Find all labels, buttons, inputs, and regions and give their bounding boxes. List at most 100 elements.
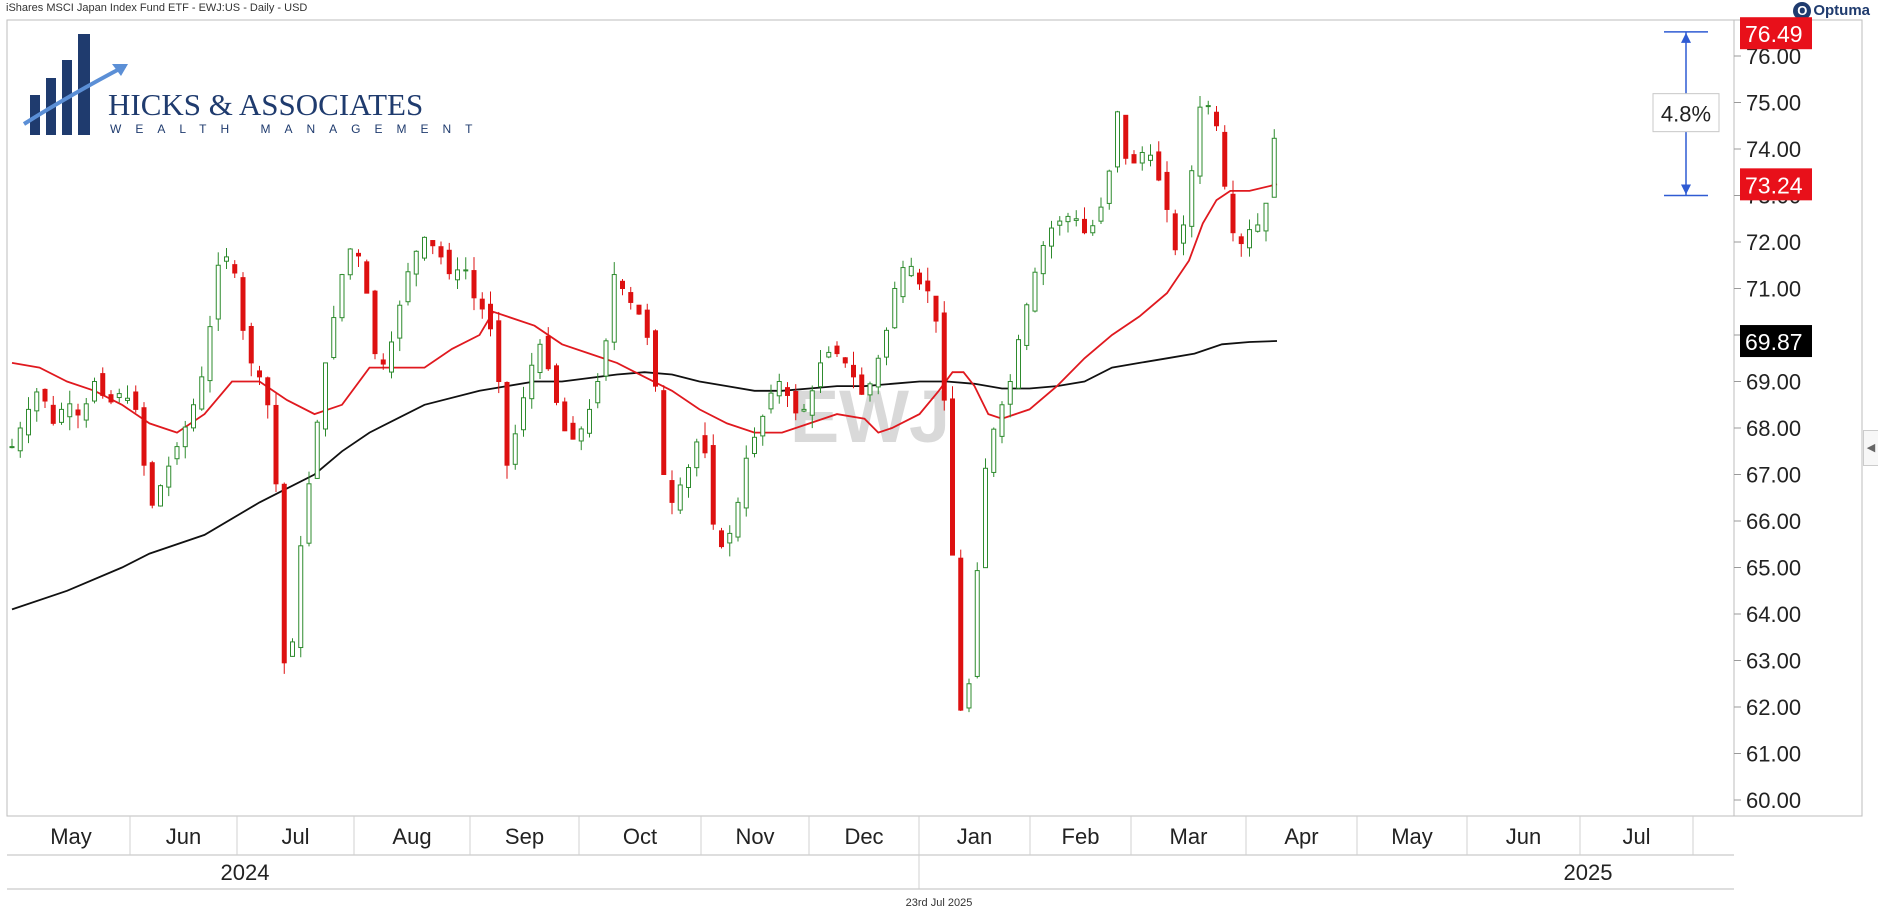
candle <box>257 365 262 386</box>
candle <box>149 460 155 509</box>
candle <box>966 678 972 713</box>
hicks-associates-logo: HICKS & ASSOCIATES WEALTH MANAGEMENT <box>22 34 486 136</box>
candle <box>248 322 254 377</box>
logo-tagline: WEALTH MANAGEMENT <box>110 122 486 136</box>
candle <box>430 240 436 255</box>
candle <box>108 390 114 405</box>
candle <box>496 311 502 394</box>
candle <box>818 350 823 393</box>
candle <box>455 257 460 290</box>
y-tick-label: 66.00 <box>1746 509 1801 534</box>
y-tick-label: 75.00 <box>1746 91 1801 116</box>
y-tick-label: 69.00 <box>1746 370 1801 395</box>
candle <box>446 242 452 280</box>
candle <box>422 236 427 261</box>
candle <box>545 327 551 371</box>
candle <box>1098 197 1104 224</box>
candle <box>166 456 172 497</box>
candle <box>100 367 106 399</box>
measure-label-box <box>1652 93 1720 133</box>
candle <box>595 373 601 409</box>
candle <box>900 260 906 304</box>
month-label: Sep <box>505 824 544 849</box>
month-label: Jul <box>1622 824 1650 849</box>
candle <box>1222 125 1228 190</box>
price-axis-frame <box>1733 19 1863 817</box>
month-label: Jun <box>166 824 201 849</box>
ma-short-line <box>11 183 1278 434</box>
footer-date: 23rd Jul 2025 <box>905 897 973 909</box>
candle <box>1189 165 1195 238</box>
candle <box>26 397 31 444</box>
candle <box>991 427 997 477</box>
candle <box>710 434 716 530</box>
candle <box>950 386 955 556</box>
chart-title: iShares MSCI Japan Index Fund ETF - EWJ:… <box>6 2 308 14</box>
candle <box>479 292 485 319</box>
candle <box>719 527 724 549</box>
month-label: Mar <box>1170 824 1208 849</box>
candle <box>768 384 774 414</box>
candle <box>603 338 609 381</box>
candle <box>1131 150 1137 164</box>
candle <box>933 295 939 333</box>
candle <box>925 267 931 304</box>
candle <box>1156 141 1162 182</box>
candle <box>884 327 889 366</box>
y-tick-label: 60.00 <box>1746 788 1801 813</box>
candle <box>661 385 667 475</box>
candle <box>1082 207 1087 235</box>
candle <box>694 438 700 477</box>
candle <box>281 482 287 674</box>
y-tick-label: 68.00 <box>1746 416 1801 441</box>
candle <box>191 398 196 432</box>
candle <box>158 484 163 507</box>
candle <box>1032 267 1038 313</box>
candle <box>702 422 708 459</box>
price-label-box <box>1740 17 1812 50</box>
candle <box>1230 180 1236 242</box>
logo-swoosh-icon <box>22 64 126 126</box>
candle <box>677 477 683 514</box>
candle <box>339 273 345 322</box>
y-tick-label: 61.00 <box>1746 742 1801 767</box>
candle <box>1148 144 1153 167</box>
logo-arrow-icon <box>112 64 128 76</box>
candle <box>356 249 361 267</box>
candle <box>1271 129 1277 198</box>
candle <box>182 420 188 459</box>
candle <box>1073 210 1079 227</box>
candle <box>9 438 15 449</box>
month-label: Feb <box>1062 824 1100 849</box>
candle <box>554 363 559 406</box>
candle <box>743 445 749 517</box>
candle <box>636 304 642 315</box>
candle <box>1181 215 1186 256</box>
candle <box>1007 374 1013 418</box>
candle <box>331 305 337 360</box>
candle <box>587 399 592 438</box>
year-label: 2024 <box>221 860 270 885</box>
candle <box>67 390 73 431</box>
candle <box>521 386 526 437</box>
candle <box>644 303 650 346</box>
optuma-brand: Optuma <box>1813 2 1870 19</box>
candle <box>17 421 23 458</box>
candle <box>974 562 980 679</box>
collapse-panel-chevron-icon[interactable]: ◀ <box>1863 430 1878 466</box>
candle <box>273 393 279 492</box>
moving-averages <box>11 183 1278 611</box>
candle <box>488 291 493 337</box>
candle <box>851 351 856 389</box>
candle <box>438 241 444 265</box>
y-tick-label: 63.00 <box>1746 649 1801 674</box>
price-label: 69.87 <box>1745 329 1803 355</box>
measurement-tool[interactable]: 4.8% <box>1652 31 1720 197</box>
candle <box>1139 146 1145 171</box>
candle <box>1247 219 1252 257</box>
logo-name: HICKS & ASSOCIATES <box>108 87 423 122</box>
candle <box>75 403 81 429</box>
month-label: May <box>1391 824 1433 849</box>
candle <box>323 362 328 437</box>
